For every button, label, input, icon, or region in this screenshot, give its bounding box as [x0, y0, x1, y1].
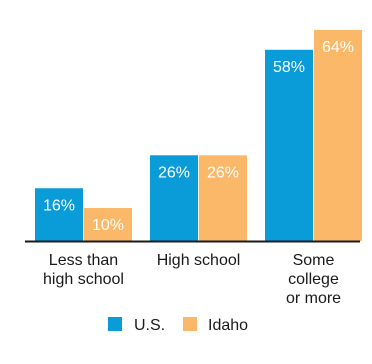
bar-value-label-us-1: 26%	[158, 164, 190, 181]
bar-value-label-us-0: 16%	[43, 197, 75, 214]
category-label-1-line-0: High school	[157, 252, 241, 269]
bar-value-label-idaho-0: 10%	[92, 217, 124, 234]
category-label-2-line-2: or more	[286, 290, 341, 307]
category-label-2-line-0: Some	[293, 252, 335, 269]
bar-value-label-idaho-1: 26%	[207, 164, 239, 181]
bar-idaho-1	[199, 155, 247, 241]
category-label-2-line-1: college	[288, 271, 339, 288]
bar-value-label-idaho-2: 64%	[322, 39, 354, 56]
bar-us-1	[150, 155, 198, 241]
bar-us-0	[35, 188, 83, 241]
bar-labels-layer: 16% 10% 26% 26% 58% 64%	[43, 39, 354, 234]
category-labels-layer: Less than high school High school Some colle…	[43, 252, 341, 307]
legend-swatch-us	[108, 317, 122, 331]
legend: U.S. Idaho	[108, 317, 248, 334]
bars-layer	[35, 30, 362, 241]
category-label-0-line-1: high school	[43, 271, 124, 288]
category-label-0-line-0: Less than	[49, 252, 118, 269]
bar-idaho-2	[314, 30, 362, 241]
bar-value-label-us-2: 58%	[273, 59, 305, 76]
legend-label-us: U.S.	[134, 317, 165, 334]
bar-us-2	[265, 49, 313, 241]
bar-idaho-0	[84, 208, 132, 241]
legend-swatch-idaho	[183, 317, 197, 331]
legend-label-idaho: Idaho	[208, 317, 248, 334]
